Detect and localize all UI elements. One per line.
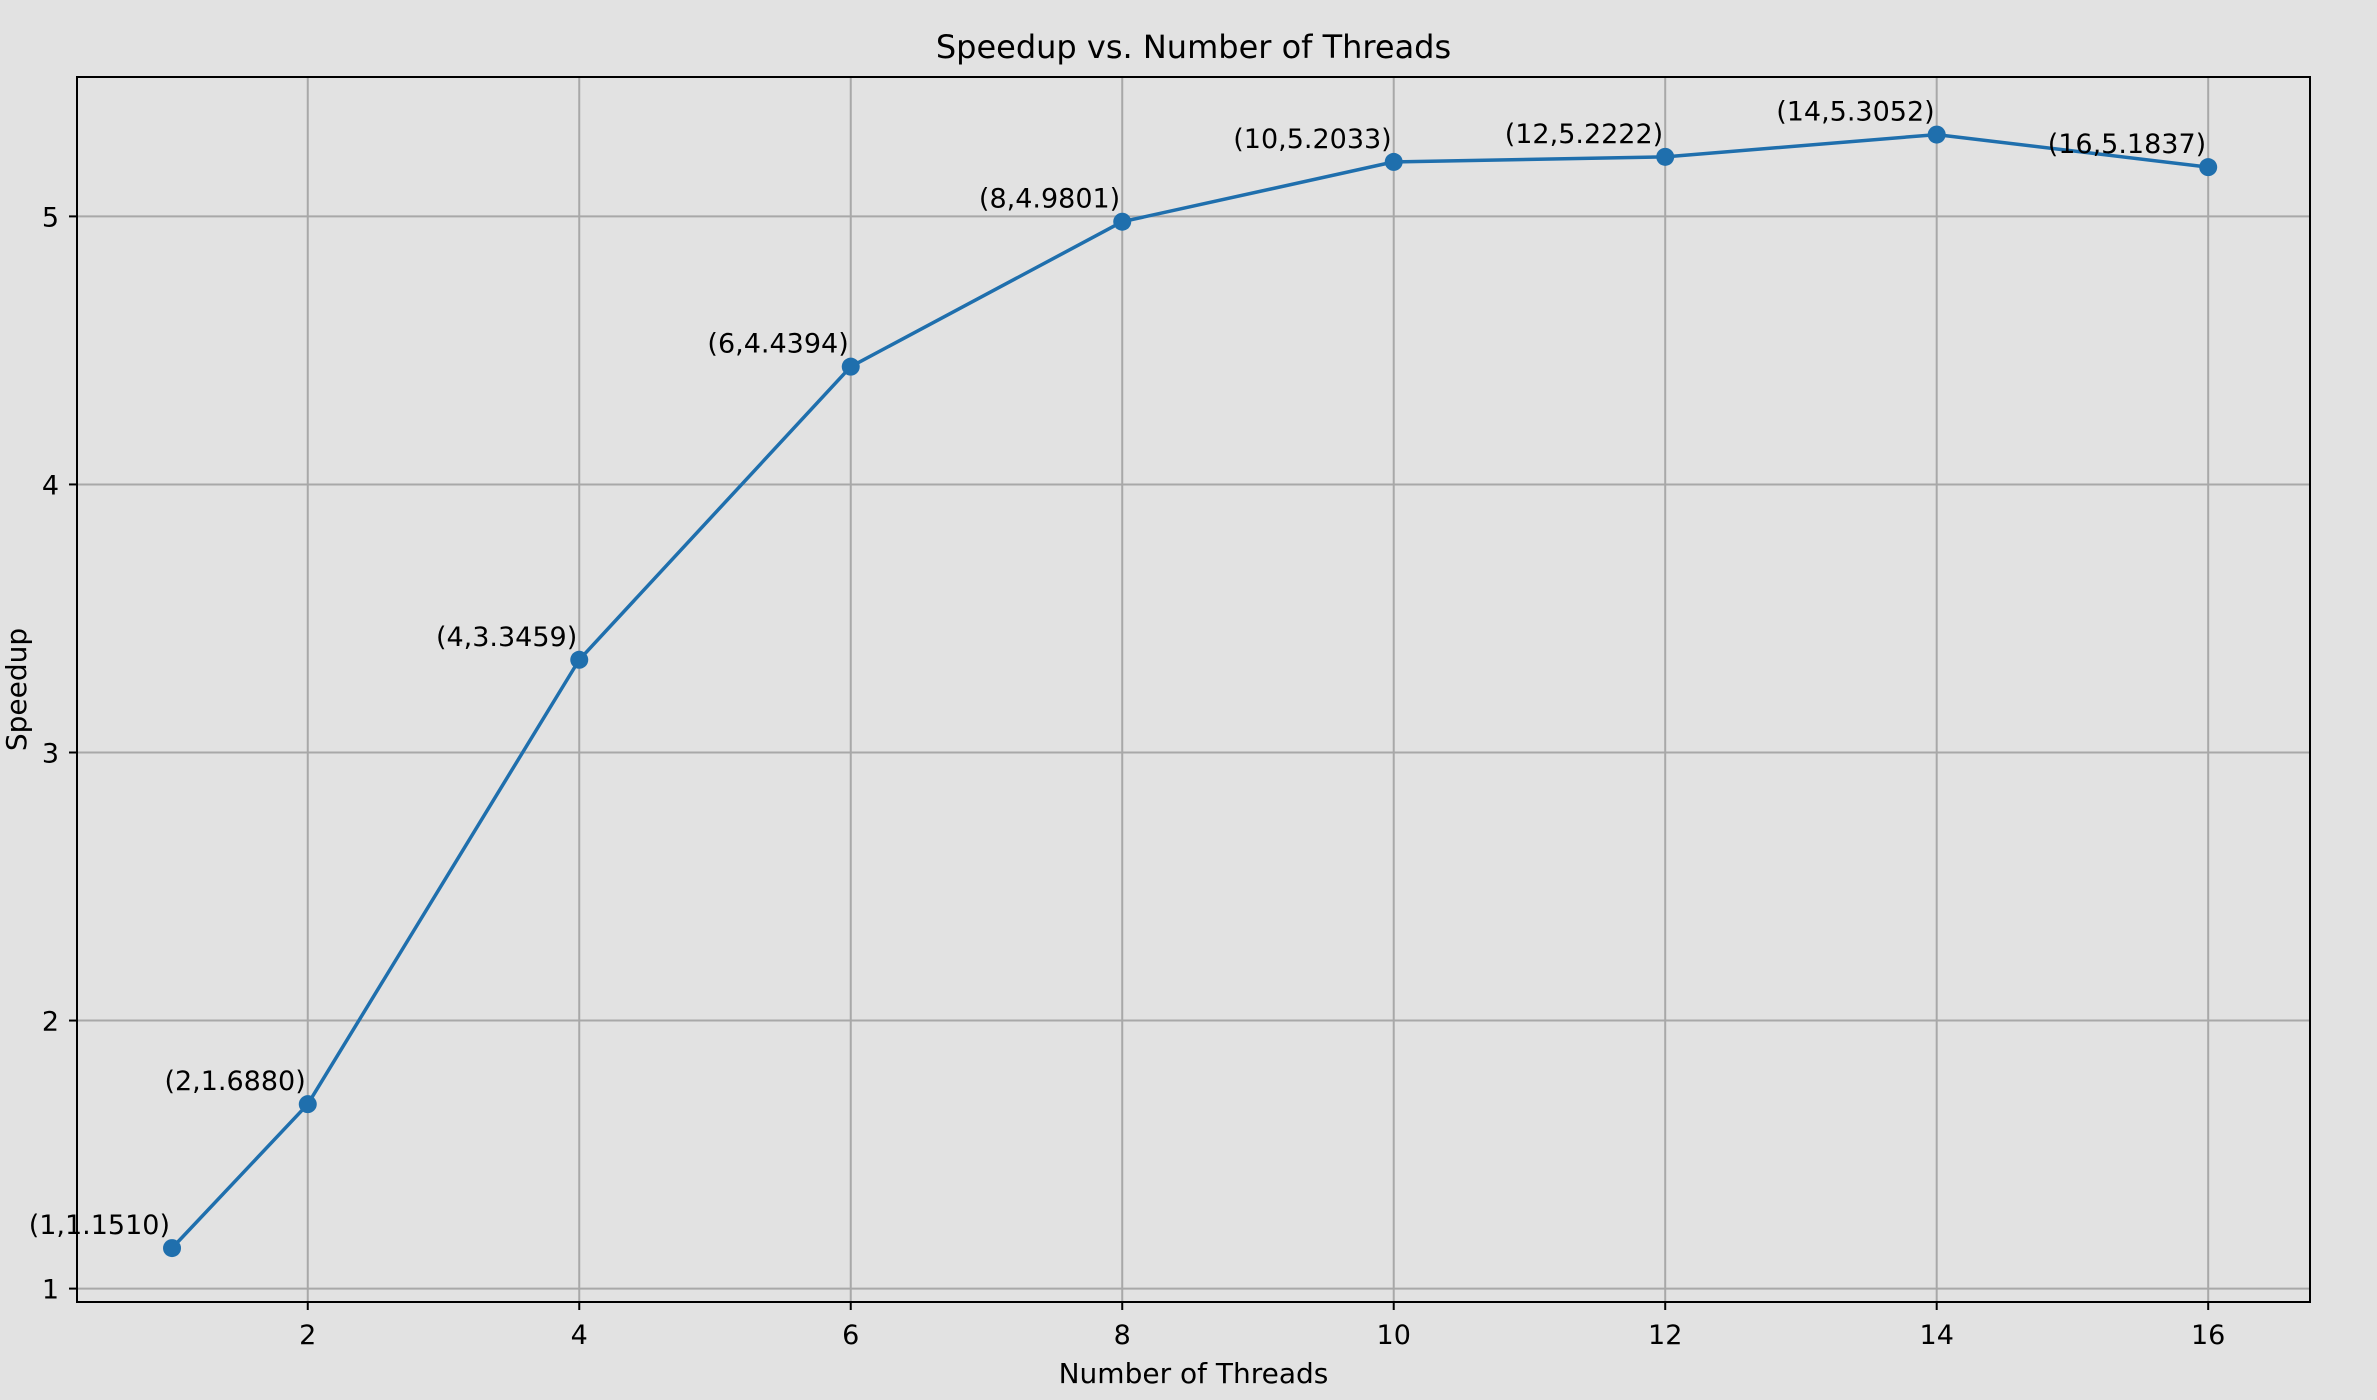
x-tick-label: 8 [1114, 1320, 1131, 1351]
data-label: (12,5.2222) [1505, 119, 1663, 150]
data-label: (10,5.2033) [1233, 124, 1391, 155]
plot-frame [76, 76, 2311, 1303]
data-point [1384, 152, 1403, 171]
data-point [1656, 147, 1675, 166]
data-point [298, 1095, 317, 1114]
data-label: (1,1.1510) [29, 1210, 170, 1241]
x-tick-label: 16 [2191, 1320, 2225, 1351]
data-point [1113, 212, 1132, 231]
x-tick-label: 6 [842, 1320, 859, 1351]
x-tick-label: 4 [571, 1320, 588, 1351]
y-tick-label: 2 [42, 1007, 59, 1038]
x-tick-label: 10 [1377, 1320, 1411, 1351]
y-tick-label: 5 [42, 202, 59, 233]
chart-title: Speedup vs. Number of Threads [936, 28, 1451, 66]
x-tick-label: 14 [1920, 1320, 1954, 1351]
x-tick-label: 2 [299, 1320, 316, 1351]
x-axis-label: Number of Threads [1059, 1357, 1329, 1390]
data-label: (14,5.3052) [1776, 97, 1934, 128]
grid [77, 77, 2310, 1302]
y-axis-label: Speedup [0, 628, 33, 751]
data-label: (4,3.3459) [436, 622, 577, 653]
data-point [163, 1239, 182, 1258]
data-label: (8,4.9801) [979, 184, 1120, 215]
series [163, 125, 2218, 1258]
y-tick-label: 3 [42, 738, 59, 769]
y-tick-label: 1 [42, 1275, 59, 1306]
data-point [2199, 158, 2218, 177]
data-labels: (1,1.1510) (2,1.6880) (4,3.3459) (6,4.4394)… [29, 97, 2206, 1242]
data-point [841, 357, 860, 376]
data-label: (6,4.4394) [707, 329, 848, 360]
y-tick-label: 4 [42, 470, 59, 501]
data-point [1927, 125, 1946, 144]
data-label: (16,5.1837) [2048, 129, 2206, 160]
x-tick-label: 12 [1648, 1320, 1682, 1351]
data-point [570, 650, 589, 669]
data-label: (2,1.6880) [164, 1066, 305, 1097]
